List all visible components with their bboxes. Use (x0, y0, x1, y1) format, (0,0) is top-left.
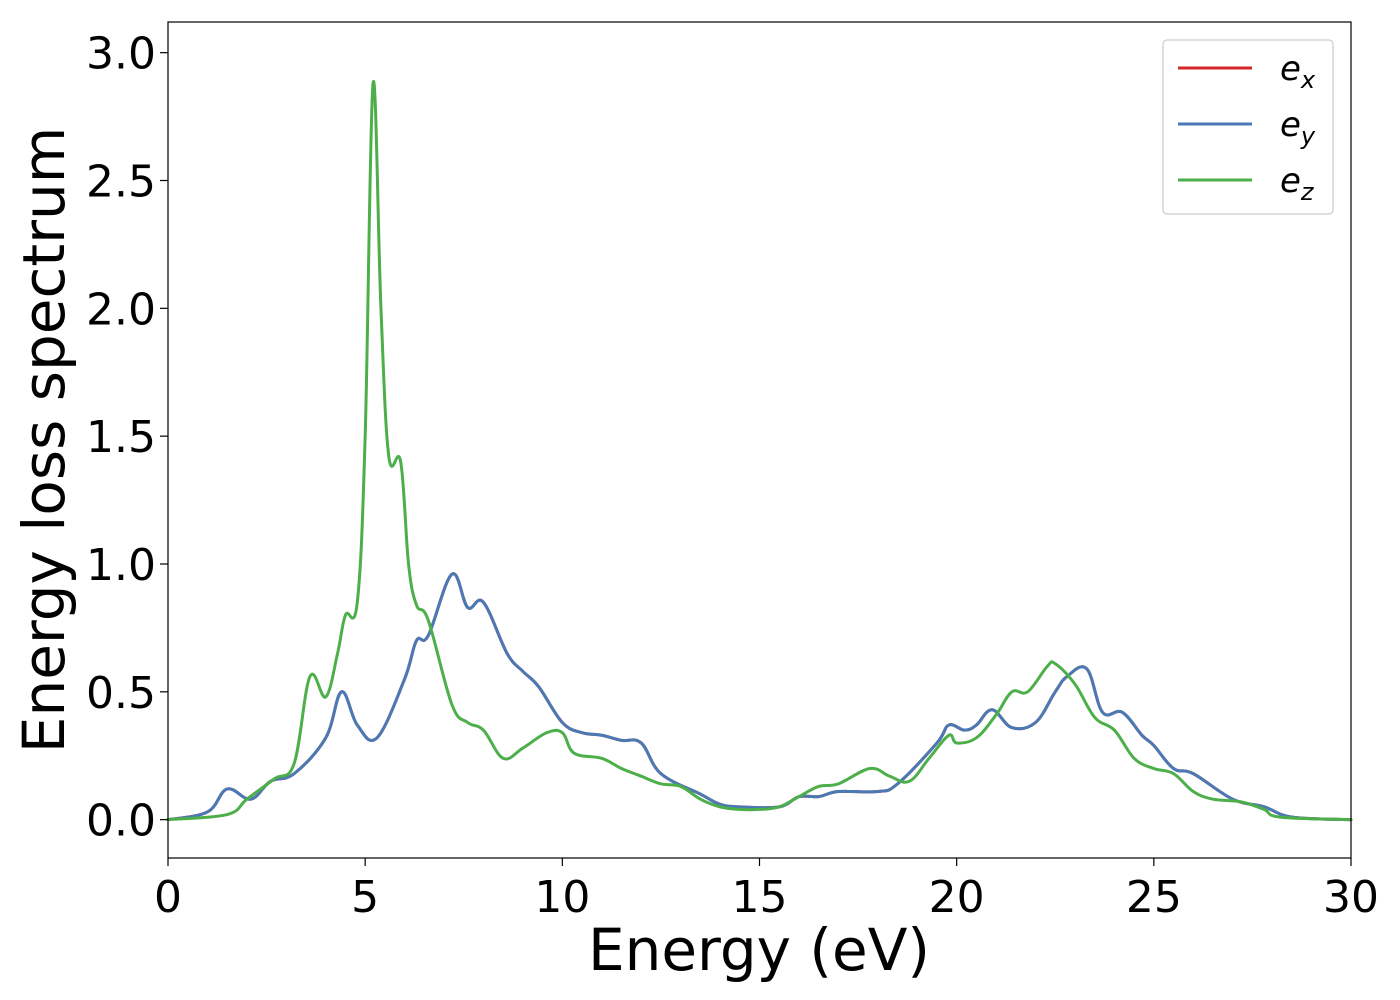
x-tick-label: 20 (929, 872, 985, 923)
series-layer (166, 79, 1353, 822)
x-tick-label: 25 (1126, 872, 1182, 923)
x-tick-label: 10 (534, 872, 590, 923)
x-tick-label: 0 (154, 872, 182, 923)
y-tick-label: 3.0 (86, 29, 156, 80)
x-tick-label: 15 (732, 872, 788, 923)
legend: ex ey ez (1162, 39, 1334, 215)
y-tick-label: 2.0 (86, 284, 156, 335)
legend-label-e-y: ey (1280, 105, 1316, 150)
legend-label-e-x: ex (1280, 49, 1316, 94)
legend-label-e-z: ez (1280, 161, 1315, 206)
x-tick-label: 5 (351, 872, 379, 923)
y-tick-label: 0.5 (86, 668, 156, 719)
x-axis-ticks: 0 5 10 15 20 25 30 (154, 858, 1379, 923)
y-tick-label: 0.0 (86, 796, 156, 847)
y-axis-ticks: 0.0 0.5 1.0 1.5 2.0 2.5 3.0 (86, 29, 168, 847)
y-tick-label: 2.5 (86, 157, 156, 208)
y-tick-label: 1.5 (86, 412, 156, 463)
x-tick-label: 30 (1323, 872, 1379, 923)
series-line-e-y (166, 572, 1353, 822)
x-axis-label: Energy (eV) (588, 916, 930, 984)
y-tick-label: 1.0 (86, 540, 156, 591)
y-axis-label: Energy loss spectrum (10, 127, 78, 753)
series-line-e-z (166, 79, 1353, 822)
legend-box (1162, 39, 1334, 215)
